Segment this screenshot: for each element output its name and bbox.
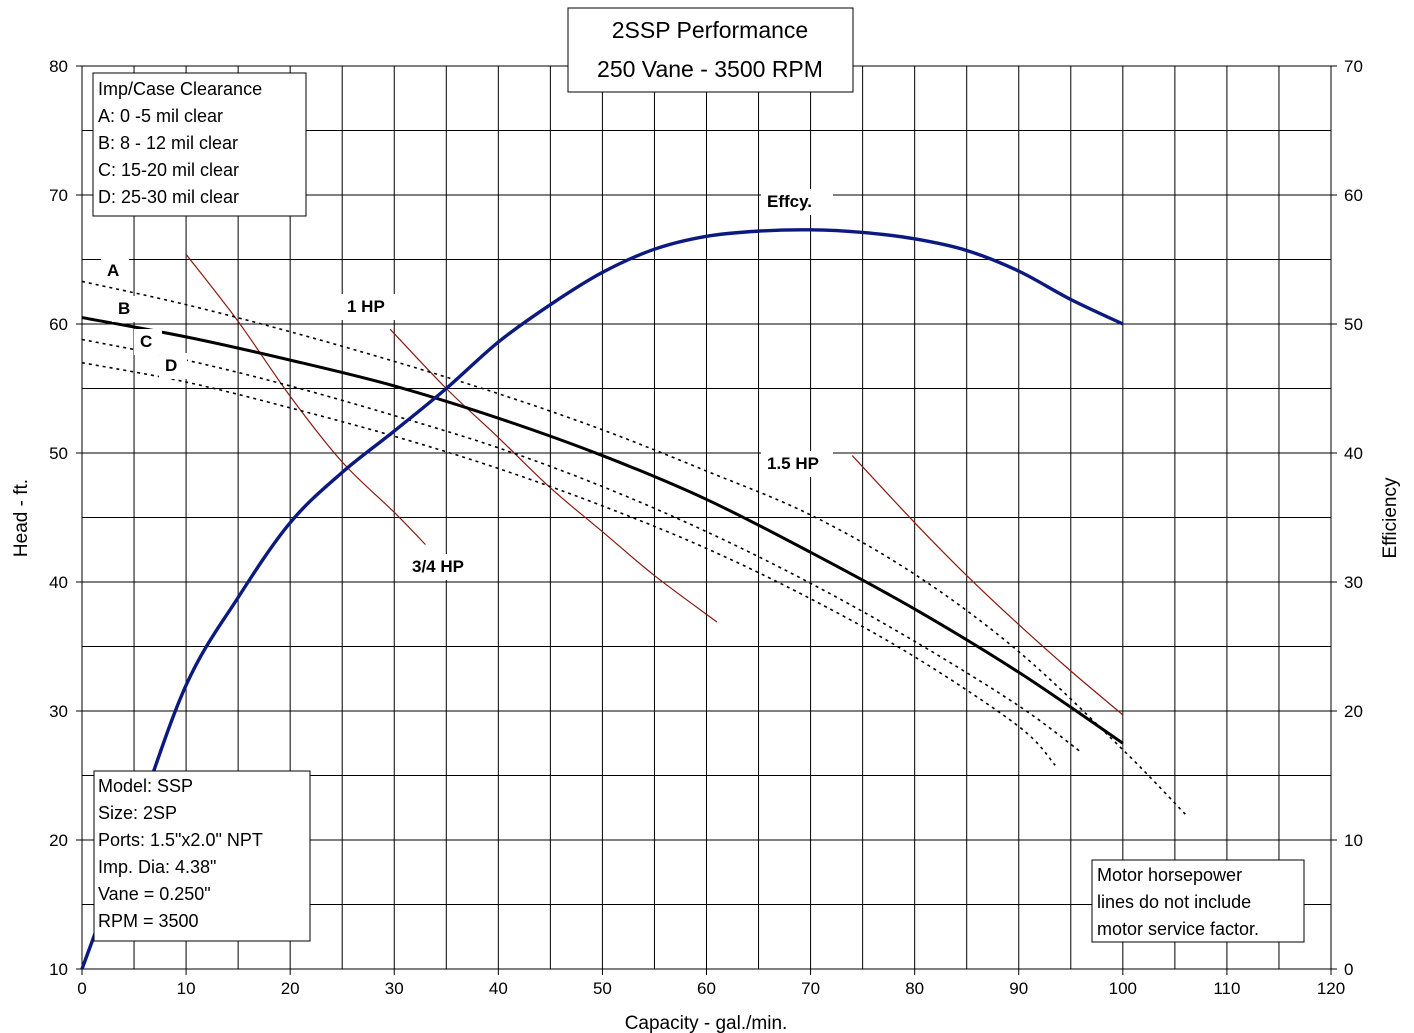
note-line-1: Motor horsepower	[1097, 865, 1242, 885]
x-tick-label: 0	[77, 979, 86, 998]
head-curve	[81, 280, 1186, 815]
y-tick-label: 20	[49, 831, 68, 850]
label-1-hp: 1 HP	[347, 297, 385, 316]
x-tick-label: 120	[1317, 979, 1345, 998]
rpm-line: RPM = 3500	[98, 911, 199, 931]
series-lines	[80, 228, 1186, 970]
head-curve	[81, 338, 1082, 753]
x-tick-label: 20	[281, 979, 300, 998]
x-tick-label: 30	[385, 979, 404, 998]
model-info-box: Model: SSP Size: 2SP Ports: 1.5"x2.0" NP…	[93, 770, 311, 942]
x-tick-label: 40	[489, 979, 508, 998]
hp-line	[185, 253, 426, 546]
label-efficiency: Effcy.	[767, 192, 812, 211]
label-3-4-hp-bg	[406, 554, 490, 580]
y2-tick-label: 70	[1344, 57, 1363, 76]
label-efficiency-bg	[761, 189, 833, 215]
y-tick-label: 70	[49, 186, 68, 205]
label-1-5-hp-bg	[761, 451, 833, 477]
impeller-diameter-line: Imp. Dia: 4.38"	[98, 857, 216, 877]
y2-tick-label: 40	[1344, 444, 1363, 463]
x-tick-label: 10	[177, 979, 196, 998]
head-curve	[81, 316, 1124, 745]
efficiency-curve	[80, 228, 1124, 970]
y2-tick-label: 30	[1344, 573, 1363, 592]
y-tick-label: 60	[49, 315, 68, 334]
y2-tick-label: 50	[1344, 315, 1363, 334]
x-tick-label: 60	[697, 979, 716, 998]
model-line: Model: SSP	[98, 776, 193, 796]
note-line-3: motor service factor.	[1097, 919, 1259, 939]
y2-tick-label: 10	[1344, 831, 1363, 850]
legend-entry-a: A: 0 -5 mil clear	[98, 106, 223, 126]
axis-ticks: 0 10 20 30 40 50 60 70 80 90 100 110 120102030405060…	[49, 57, 1363, 998]
label-curve-a-bg	[101, 258, 129, 284]
chart-title-box: 2SSP Performance 250 Vane - 3500 RPM	[567, 7, 854, 93]
y-axis-title: Head - ft.	[11, 479, 32, 557]
y-tick-label: 50	[49, 444, 68, 463]
x-tick-label: 70	[801, 979, 820, 998]
size-line: Size: 2SP	[98, 803, 177, 823]
y2-tick-label: 20	[1344, 702, 1363, 721]
label-curve-a: A	[107, 261, 119, 280]
head-curve	[81, 361, 1056, 766]
label-curve-b: B	[118, 299, 130, 318]
y-tick-label: 80	[49, 57, 68, 76]
label-1-5-hp: 1.5 HP	[767, 454, 819, 473]
ports-line: Ports: 1.5"x2.0" NPT	[98, 830, 263, 850]
label-curve-d-bg	[159, 353, 187, 379]
x-tick-label: 80	[905, 979, 924, 998]
legend-entry-c: C: 15-20 mil clear	[98, 160, 239, 180]
x-axis-title: Capacity - gal./min.	[625, 1013, 788, 1033]
label-curve-b-bg	[112, 296, 140, 322]
legend-entry-b: B: 8 - 12 mil clear	[98, 133, 238, 153]
x-tick-label: 110	[1213, 979, 1240, 998]
legend-title: Imp/Case Clearance	[98, 79, 262, 99]
label-curve-d: D	[165, 356, 177, 375]
legend-entry-d: D: 25-30 mil clear	[98, 187, 239, 207]
y2-tick-label: 0	[1344, 960, 1353, 979]
x-tick-label: 50	[593, 979, 612, 998]
motor-note-box: Motor horsepower lines do not include mo…	[1091, 859, 1305, 943]
y2-tick-label: 60	[1344, 186, 1363, 205]
clearance-legend-box: Imp/Case Clearance A: 0 -5 mil clear B: …	[92, 72, 307, 217]
label-curve-c: C	[140, 332, 152, 351]
label-1-hp-bg	[341, 294, 401, 320]
note-line-2: lines do not include	[1097, 892, 1251, 912]
hp-line	[851, 455, 1124, 716]
y2-axis-title: Efficiency	[1380, 477, 1401, 558]
vane-line: Vane = 0.250"	[98, 884, 211, 904]
y-tick-label: 40	[49, 573, 68, 592]
chart-title-line-1: 2SSP Performance	[612, 17, 808, 43]
y-tick-label: 10	[49, 960, 68, 979]
chart-title-line-2: 250 Vane - 3500 RPM	[597, 56, 823, 82]
grid	[81, 65, 1332, 970]
y-tick-label: 30	[49, 702, 68, 721]
x-tick-label: 100	[1109, 979, 1137, 998]
x-tick-label: 90	[1009, 979, 1028, 998]
label-curve-c-bg	[134, 329, 162, 355]
label-3-4-hp: 3/4 HP	[412, 557, 464, 576]
